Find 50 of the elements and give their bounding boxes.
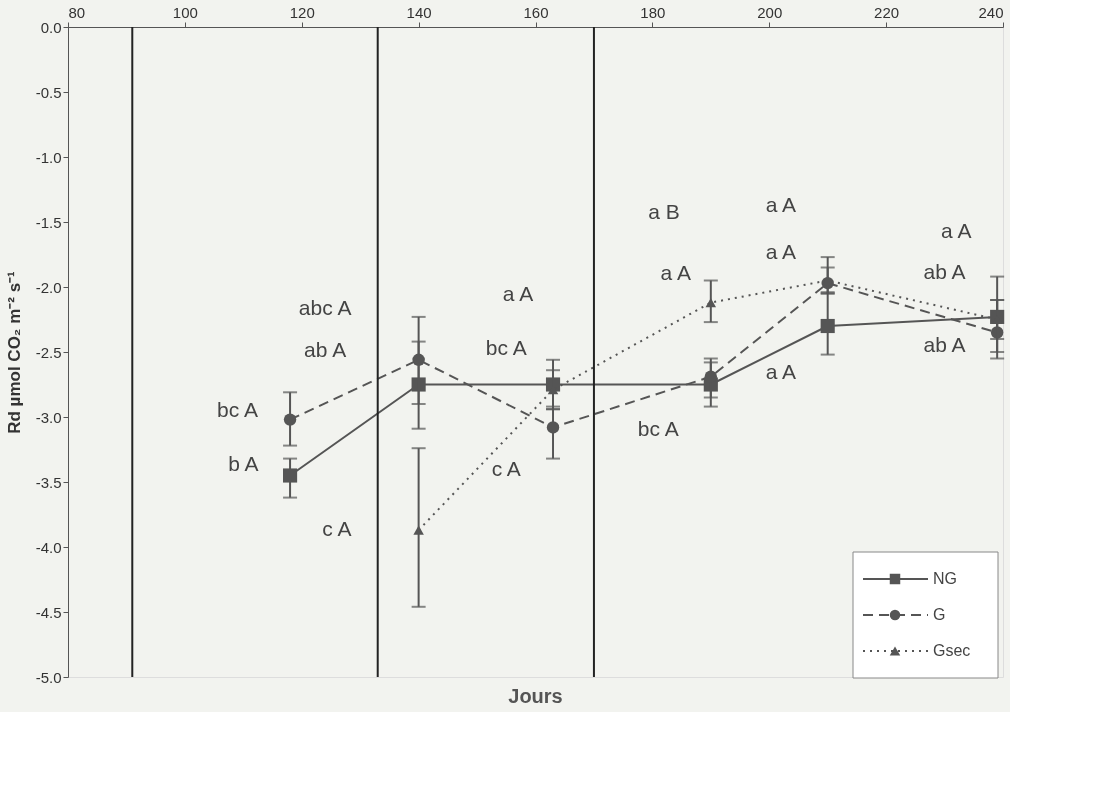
y-tick-label: -3.0 (35, 408, 62, 426)
annotation: a B (648, 199, 680, 223)
annotation: a A (765, 193, 797, 217)
point (282, 468, 298, 483)
annotation: bc A (217, 397, 258, 421)
annotation: bc A (637, 417, 679, 440)
annotation: ab A (923, 259, 966, 283)
x-tick-label: 120 (289, 3, 315, 21)
y-tick-label: -2.5 (35, 343, 62, 361)
annotation: c A (491, 457, 521, 481)
y-tick-label: -1.5 (35, 213, 62, 231)
legend-label: NG (933, 570, 957, 587)
point (820, 318, 835, 334)
y-axis-title: Rd µmol CO₂ m⁻² s⁻¹ (4, 270, 24, 434)
point (413, 525, 424, 535)
y-tick-label: -4.0 (35, 538, 62, 556)
x-tick-label: 180 (640, 3, 666, 21)
annotation: ab A (923, 332, 966, 356)
point (412, 353, 425, 367)
x-tick-label: 200 (757, 3, 783, 21)
point (283, 413, 297, 426)
annotation: a A (765, 240, 797, 264)
legend-label: G (933, 606, 946, 623)
annotation: a A (765, 359, 797, 383)
y-tick-label: -0.5 (35, 83, 62, 101)
y-tick-label: -4.5 (35, 603, 62, 621)
y-tick-label: -1.0 (35, 148, 62, 166)
y-tick-label: -2.0 (35, 278, 62, 296)
x-tick-label: 240 (978, 3, 1004, 21)
annotation: bc A (485, 336, 527, 360)
point (411, 377, 426, 392)
x-tick-label: 140 (406, 3, 432, 21)
y-tick-label: -3.5 (35, 473, 62, 491)
annotation: ab A (304, 337, 347, 361)
x-tick-label: 160 (523, 3, 549, 21)
point (546, 421, 560, 434)
annotation: a A (502, 281, 534, 305)
legend-label: Gsec (933, 642, 971, 659)
x-axis-title: Jours (508, 685, 563, 707)
annotation: c A (322, 517, 352, 541)
annotation: a A (660, 261, 691, 284)
y-tick-label: -5.0 (35, 668, 62, 686)
x-tick-label: 220 (874, 3, 900, 21)
y-tick-label: 0.0 (40, 18, 62, 36)
annotation: a A (941, 219, 972, 243)
x-tick-label: 100 (172, 3, 198, 21)
point (705, 298, 717, 308)
annotation: abc A (298, 296, 352, 320)
x-tick-label: 80 (68, 3, 86, 21)
annotation: b A (228, 452, 259, 476)
